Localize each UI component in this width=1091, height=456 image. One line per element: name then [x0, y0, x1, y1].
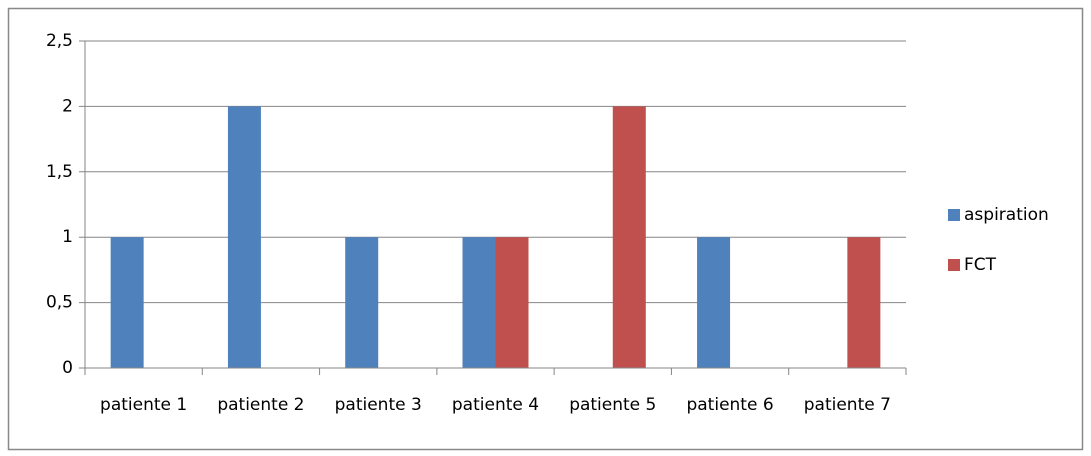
bar [345, 237, 379, 368]
y-tick-label: 2 [62, 96, 73, 116]
bar [697, 237, 731, 368]
x-tick-label: patiente 2 [217, 395, 305, 415]
bar [227, 106, 261, 369]
y-tick-label: 0,5 [46, 293, 73, 313]
y-tick-label: 2,5 [46, 31, 73, 51]
x-tick-label: patiente 7 [803, 395, 891, 415]
legend-label: aspiration [964, 205, 1049, 225]
x-tick-label: patiente 1 [100, 395, 188, 415]
x-tick-label: patiente 4 [451, 395, 540, 415]
y-tick-label: 0 [62, 358, 73, 378]
legend-label: FCT [964, 255, 997, 275]
x-tick-label: patiente 5 [569, 395, 657, 415]
bar [612, 106, 646, 369]
x-tick-label: patiente 3 [334, 395, 422, 415]
bar [462, 237, 496, 368]
bar [847, 237, 881, 368]
y-tick-label: 1,5 [46, 162, 73, 182]
bar [110, 237, 144, 368]
x-tick-label: patiente 6 [686, 395, 774, 415]
bar [495, 237, 529, 368]
y-tick-label: 1 [62, 227, 73, 247]
chart-border [7, 7, 1084, 451]
legend-swatch [948, 259, 960, 271]
legend-swatch [948, 209, 960, 221]
